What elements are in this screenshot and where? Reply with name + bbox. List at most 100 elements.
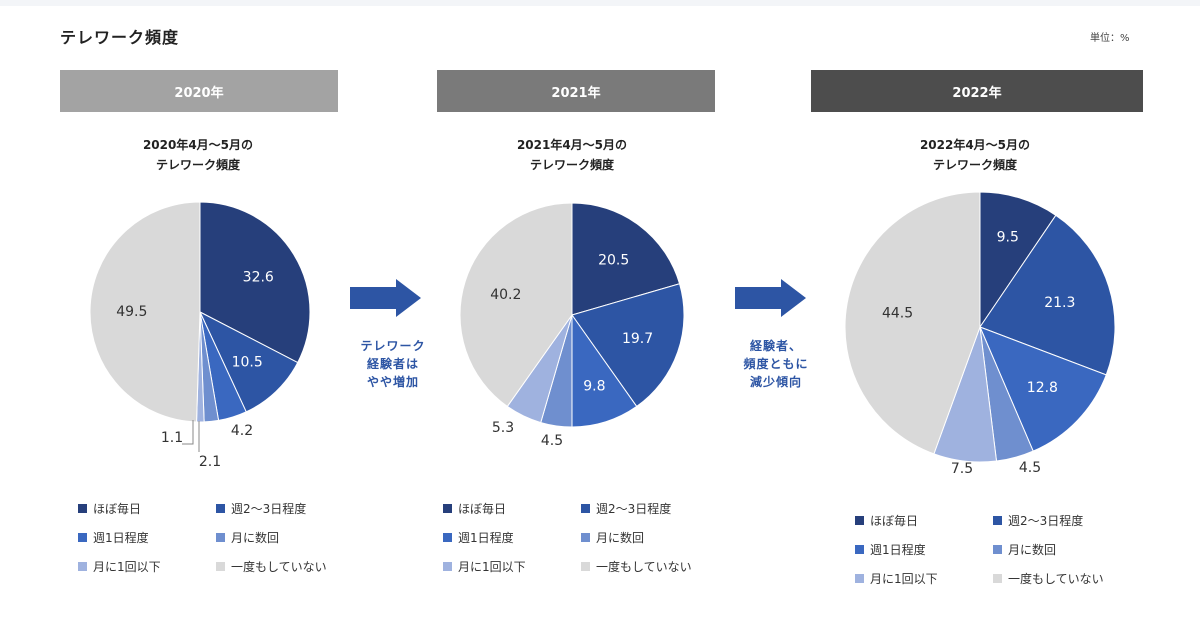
legend-swatch xyxy=(855,516,864,525)
legend-label: 週2～3日程度 xyxy=(1008,514,1084,528)
slice-value-label: 44.5 xyxy=(882,305,913,321)
legend-label: 一度もしていない xyxy=(231,560,327,574)
year-header-2020: 2020年 xyxy=(60,70,338,112)
slice-value-label: 20.5 xyxy=(598,252,629,268)
legend-item-never: 一度もしていない xyxy=(993,570,1104,587)
legend-label: 月に1回以下 xyxy=(458,560,526,574)
legend-swatch xyxy=(216,562,225,571)
pie-title-line1: 2020年4月～5月の xyxy=(142,138,254,152)
legend-item-once-month-or-less: 月に1回以下 xyxy=(855,570,938,587)
slice-value-label: 4.5 xyxy=(1019,460,1041,476)
legend-swatch xyxy=(78,533,87,542)
pie-slice-1-day-week xyxy=(979,326,1107,452)
pie-slice-2-3-days-week xyxy=(571,283,685,408)
pie-slice-2-3-days-week xyxy=(979,214,1116,376)
legend-label: 週1日程度 xyxy=(93,531,149,545)
legend-label: 一度もしていない xyxy=(1008,572,1104,586)
legend-swatch xyxy=(443,504,452,513)
legend-item-never: 一度もしていない xyxy=(216,558,327,575)
legend-item-once-month-or-less: 月に1回以下 xyxy=(78,558,161,575)
year-header-2022: 2022年 xyxy=(811,70,1143,112)
top-divider xyxy=(0,0,1200,6)
slice-value-label: 12.8 xyxy=(1027,380,1058,396)
slice-value-label: 2.1 xyxy=(199,454,221,470)
legend-item-once-month-or-less: 月に1回以下 xyxy=(443,558,526,575)
legend-item-1-day-week: 週1日程度 xyxy=(78,529,149,546)
legend-2022: ほぼ毎日 週2～3日程度週1日程度 月に数回月に1回以下 一度もしていない xyxy=(855,512,1145,592)
legend-item-2-3-days-week: 週2～3日程度 xyxy=(581,500,671,517)
pie-slice-almost-daily xyxy=(571,202,681,316)
trend-note-line: 頻度ともに xyxy=(743,357,809,371)
right-arrow-icon xyxy=(350,279,421,317)
legend-item-few-times-month: 月に数回 xyxy=(216,529,279,546)
pie-slice-almost-daily xyxy=(199,201,311,364)
pie-title-line1: 2022年4月～5月の xyxy=(919,138,1031,152)
right-arrow-icon xyxy=(735,279,806,317)
trend-note-line: 減少傾向 xyxy=(749,375,802,389)
legend-swatch xyxy=(78,504,87,513)
pie-slice-never xyxy=(844,191,981,455)
pie-slice-never xyxy=(89,201,201,423)
trend-note-line: やや増加 xyxy=(366,375,419,389)
legend-label: 一度もしていない xyxy=(596,560,692,574)
pie-title-line2: テレワーク頻度 xyxy=(932,158,1017,172)
legend-item-2-3-days-week: 週2～3日程度 xyxy=(216,500,306,517)
legend-item-1-day-week: 週1日程度 xyxy=(443,529,514,546)
slice-value-label: 1.1 xyxy=(161,430,183,446)
legend-2020: ほぼ毎日 週2～3日程度週1日程度 月に数回月に1回以下 一度もしていない xyxy=(78,500,368,580)
pie-title-2020: 2020年4月～5月の テレワーク頻度 xyxy=(88,135,308,175)
slice-value-label: 5.3 xyxy=(492,420,514,436)
legend-2021: ほぼ毎日 週2～3日程度週1日程度 月に数回月に1回以下 一度もしていない xyxy=(443,500,733,580)
legend-item-few-times-month: 月に数回 xyxy=(581,529,644,546)
legend-item-never: 一度もしていない xyxy=(581,558,692,575)
legend-label: 月に数回 xyxy=(1008,543,1057,557)
pie-title-line2: テレワーク頻度 xyxy=(529,158,614,172)
legend-swatch xyxy=(443,562,452,571)
legend-label: 週2～3日程度 xyxy=(596,502,672,516)
legend-swatch xyxy=(581,533,590,542)
pie-slice-2-3-days-week xyxy=(198,310,299,413)
legend-swatch xyxy=(855,545,864,554)
slice-value-label: 9.8 xyxy=(583,378,605,394)
slice-value-label: 40.2 xyxy=(490,287,521,303)
legend-swatch xyxy=(855,574,864,583)
slice-value-label: 32.6 xyxy=(243,270,274,286)
slice-value-label: 49.5 xyxy=(116,304,147,320)
legend-label: 週1日程度 xyxy=(458,531,514,545)
legend-item-1-day-week: 週1日程度 xyxy=(855,541,926,558)
legend-label: 週1日程度 xyxy=(870,543,926,557)
legend-item-few-times-month: 月に数回 xyxy=(993,541,1056,558)
legend-swatch xyxy=(216,533,225,542)
legend-swatch xyxy=(581,504,590,513)
pie-title-line1: 2021年4月～5月の xyxy=(516,138,628,152)
slice-value-label: 21.3 xyxy=(1044,295,1075,311)
legend-item-almost-daily: ほぼ毎日 xyxy=(855,512,918,529)
page-title: テレワーク頻度 xyxy=(60,28,180,47)
slice-value-label: 9.5 xyxy=(997,230,1019,246)
legend-label: 月に1回以下 xyxy=(93,560,161,574)
trend-note-line: 経験者、 xyxy=(749,339,802,353)
slice-value-label: 4.2 xyxy=(231,423,253,439)
slice-value-label: 7.5 xyxy=(951,461,973,477)
trend-note-line: テレワーク xyxy=(360,339,426,353)
trend-note-line: 経験者は xyxy=(366,357,419,371)
pie-title-line2: テレワーク頻度 xyxy=(155,158,240,172)
trend-note-2: 経験者、 頻度ともに 減少傾向 xyxy=(716,337,836,391)
year-header-2021: 2021年 xyxy=(437,70,715,112)
legend-label: 月に数回 xyxy=(596,531,645,545)
legend-item-almost-daily: ほぼ毎日 xyxy=(443,500,506,517)
legend-label: 月に数回 xyxy=(231,531,280,545)
legend-swatch xyxy=(216,504,225,513)
pie-title-2021: 2021年4月～5月の テレワーク頻度 xyxy=(462,135,682,175)
legend-swatch xyxy=(581,562,590,571)
legend-label: ほぼ毎日 xyxy=(93,502,142,516)
legend-label: 週2～3日程度 xyxy=(231,502,307,516)
slice-value-label: 4.5 xyxy=(541,433,563,449)
slice-value-label: 19.7 xyxy=(622,331,653,347)
pie-slice-almost-daily xyxy=(979,191,1057,329)
legend-swatch xyxy=(993,516,1002,525)
legend-swatch xyxy=(993,574,1002,583)
